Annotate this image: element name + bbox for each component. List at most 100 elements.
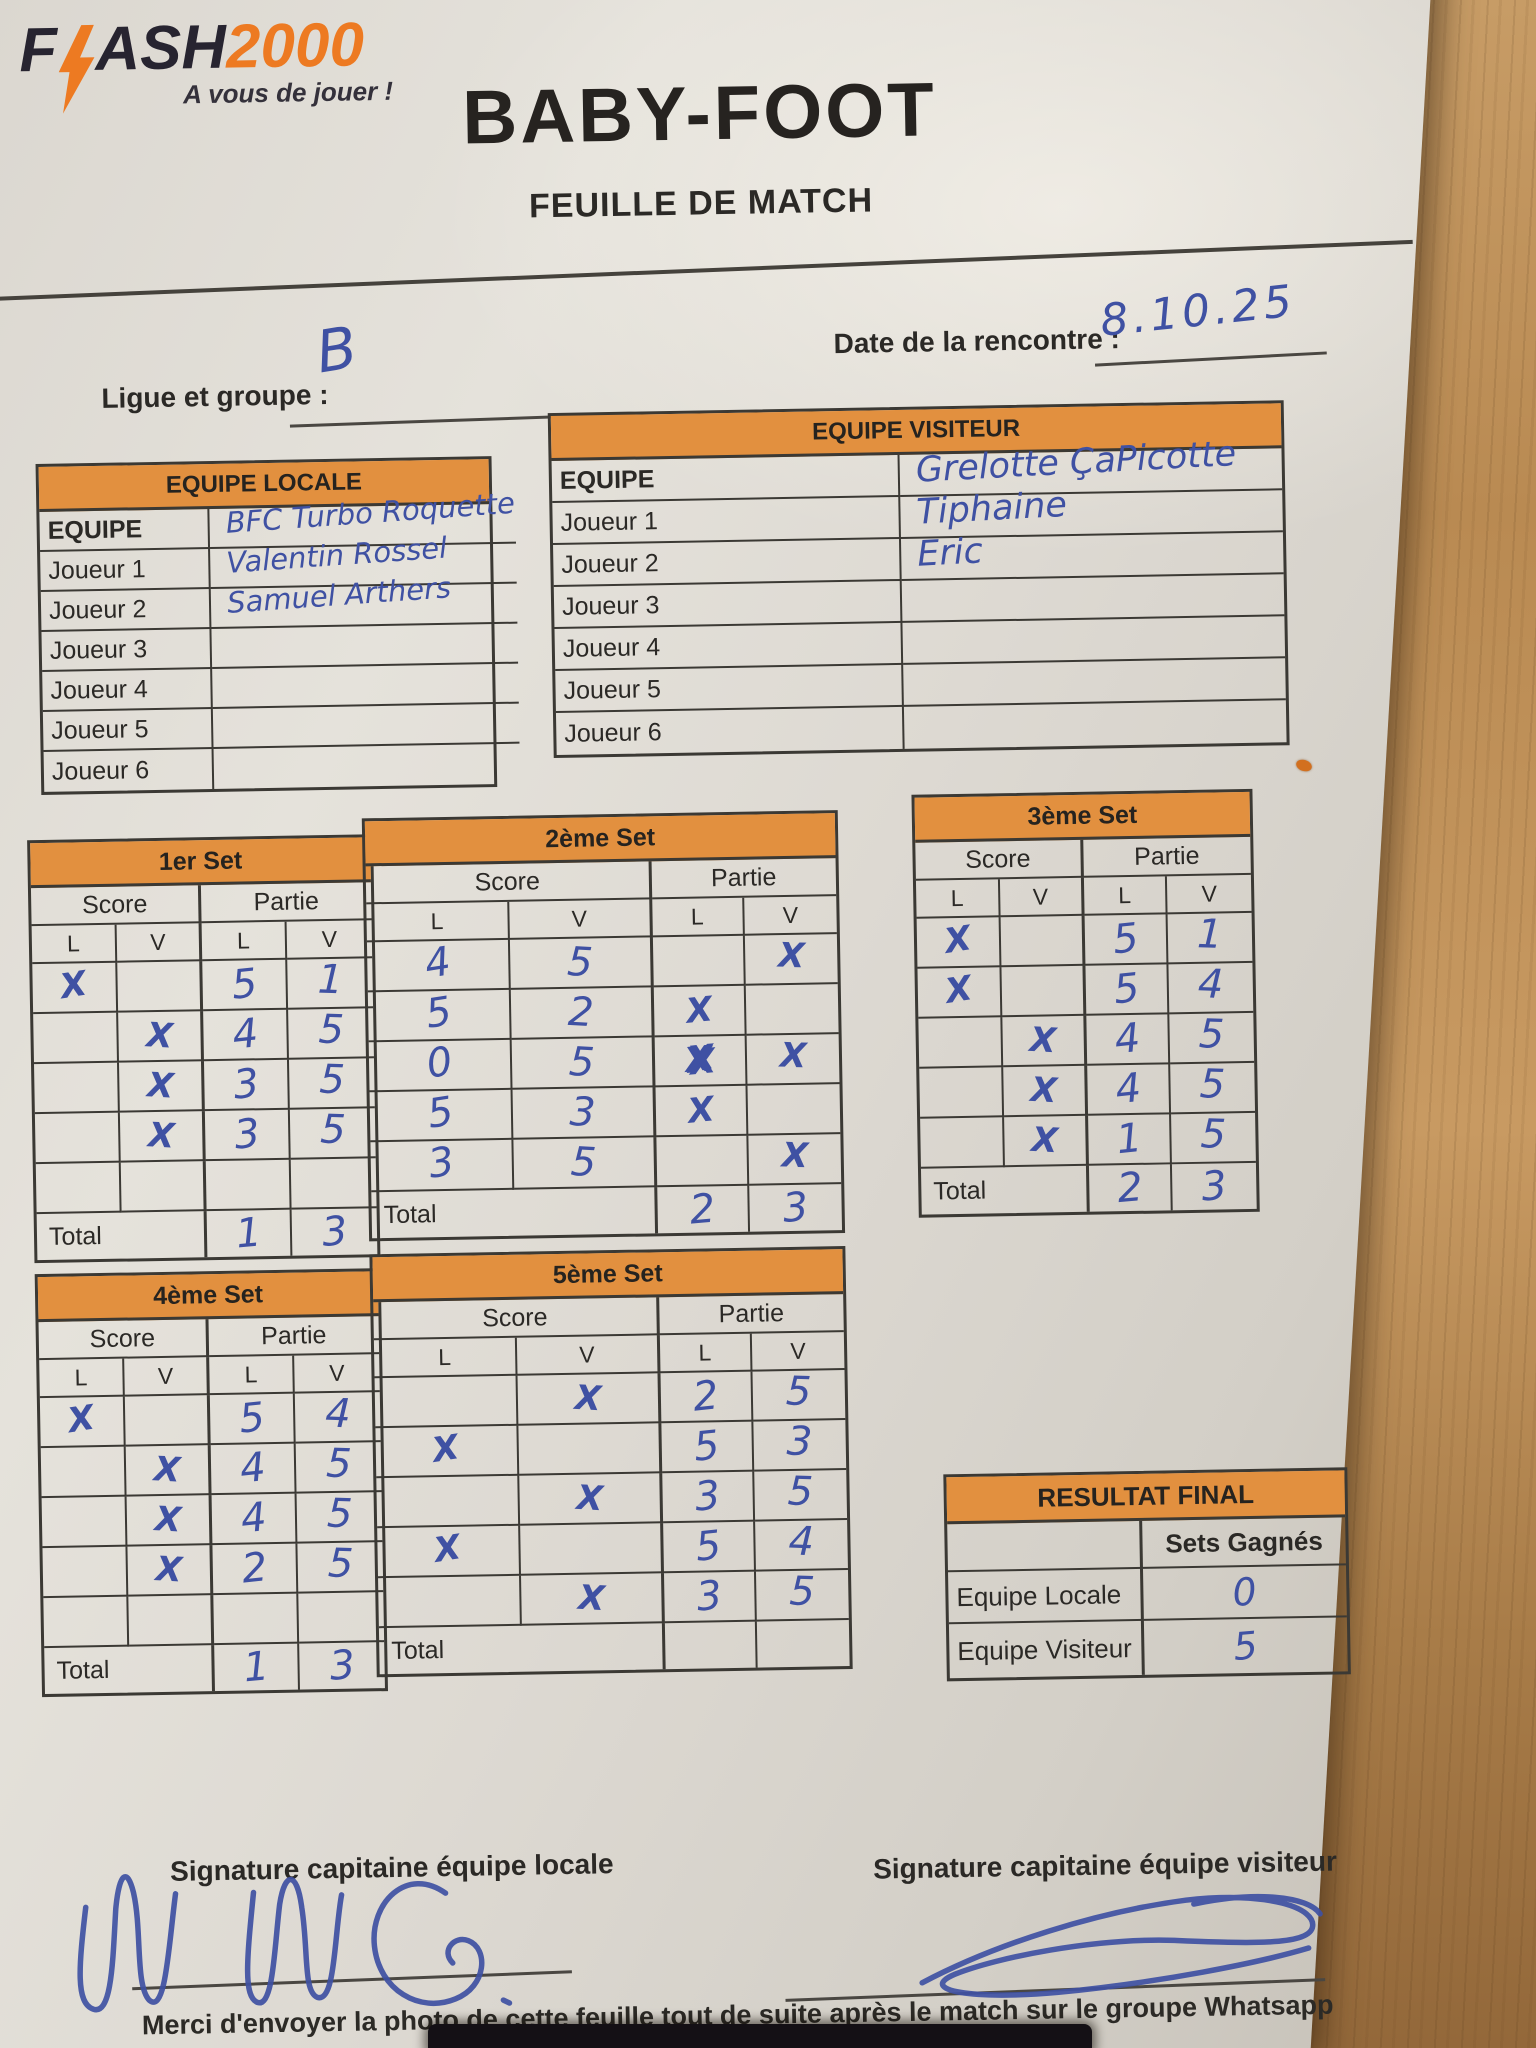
set-grid: Score Partie L V L V 4 5 X 5 2 X 0 5 X X 5 3 X 3 5 X Total 2 3 [365,858,842,1239]
handwritten-entry: X [147,1115,176,1157]
column-letter: L [31,924,118,965]
set-cell: X [32,962,119,1015]
sets-won-header: Sets Gagnés [1142,1517,1346,1569]
set-table-1: 1er Set Score Partie L V L V X 5 1 X 4 5 X 3 5 X 3 5 Total… [27,834,381,1264]
handwritten-entry: X [429,1427,462,1471]
set-cell [298,1592,385,1644]
handwritten-entry: 5 [317,1006,345,1054]
handwritten-entry: 1 [1196,911,1224,959]
column-letter: V [286,920,373,960]
team-row-label: Joueur 2 [40,588,212,632]
handwritten-entry: 1 [1113,1114,1144,1164]
set-cell: 5 [1169,1011,1255,1065]
handwritten-entry: X [431,1527,464,1571]
handwritten-entry: X [65,1397,98,1442]
set-cell: 5 [661,1421,755,1474]
total-label: Total [378,1623,666,1675]
set-cell: 1 [1167,911,1253,965]
set-table-5: 5ème Set Score Partie L V L V X 2 5 X 5 3 X 3 5 X 5 4 X 3 5 T… [369,1246,853,1678]
set-title: 4ème Set [37,1271,379,1323]
set-cell [376,1475,520,1529]
set-cell: 5 [288,1006,374,1060]
set-cell: 5 [754,1468,848,1522]
set-cell [35,1162,122,1215]
total-value: 1 [214,1643,300,1691]
set-title: 3ème Set [914,791,1251,843]
handwritten-entry: 2 [239,1544,270,1593]
set-cell: 5 [511,1037,656,1090]
team-row-value [212,663,519,709]
set-cell: 3 [370,1138,515,1193]
handwritten-entry: X [941,918,974,962]
set-cell [920,1117,1005,1169]
set-cell: 4 [1168,961,1254,1015]
group-header: Partie [651,858,837,900]
column-letter: L [209,1355,295,1396]
set-cell [33,1012,120,1065]
table-resultat-final: RESULTAT FINAL Sets Gagnés Equipe Locale… [943,1467,1351,1682]
set-cell [747,1084,841,1136]
handwritten-entry: 3 [230,1060,261,1109]
set-cell: X [520,1573,665,1626]
set-cell [1000,915,1085,968]
set-cell: 5 [1084,964,1170,1016]
handwritten-entry: 3 [568,1088,597,1137]
result-row-value: 0 [1142,1565,1347,1621]
set-cell: X [119,1111,206,1163]
handwritten-entry: 5 [1110,914,1141,964]
handwritten-entry: 5 [318,1056,346,1104]
set-title: 5ème Set [372,1249,844,1303]
set-title: 1er Set [30,837,371,889]
handwritten-entry: 5 [236,1394,267,1443]
set-cell [40,1446,127,1499]
set-cell: 1 [1087,1114,1173,1166]
handwritten-entry: X [573,1377,602,1420]
logo-year: 2000 [225,10,365,82]
handwritten-entry: 4 [788,1518,816,1566]
team-row-label: Joueur 1 [552,496,901,546]
set-cell: 5 [369,1088,514,1143]
set-cell: 5 [752,1368,846,1422]
total-value: 2 [1088,1164,1173,1213]
total-value: 2 [656,1185,750,1234]
handwritten-entry: 3 [694,1572,725,1621]
set-cell [745,984,839,1036]
handwritten-entry: X [685,1089,716,1132]
column-letter: L [201,921,288,962]
handwritten-entry: 2 [1115,1164,1145,1213]
handwritten-entry: 5 [569,1138,598,1187]
set-table-3: 3ème Set Score Partie L V L V X 5 1 X 5 4 X 4 5 X 4 5 X 1 5 T… [911,788,1260,1218]
set-cell: X [916,917,1002,969]
total-label: Total [371,1187,658,1239]
total-label: Total [36,1211,208,1261]
set-cell: 5 [513,1137,657,1190]
group-header: Partie [658,1294,844,1336]
set-cell: 5 [662,1521,756,1574]
column-letter: V [1167,874,1252,915]
date-value-handwritten: 8.10.25 [1097,275,1299,347]
set-cell: 5 [289,1107,376,1160]
group-header: Partie [208,1316,380,1358]
set-cell: X [744,934,838,986]
set-cell: 3 [663,1571,757,1624]
column-letter: V [116,923,203,963]
total-value: 3 [1172,1163,1257,1211]
group-header: Score [365,861,652,905]
team-row-label: Joueur 2 [553,538,902,588]
set-cell [41,1496,128,1549]
league-label: Ligue et groupe : [101,378,329,414]
total-value [664,1621,758,1670]
team-row-value [902,616,1286,665]
result-row-label: Equipe Locale [948,1568,1144,1625]
column-letter: L [366,901,510,943]
handwritten-entry: X [780,1135,809,1177]
table-equipe-locale: EQUIPE LOCALE EQUIPE BFC Turbo Roquette Jo… [35,456,520,795]
set-cell: 5 [202,959,289,1012]
lightning-bolt-icon [58,24,95,114]
set-cell [656,1135,750,1188]
handwritten-entry: X [57,963,90,1008]
set-grid: Score Partie L V L V X 5 1 X 5 4 X 4 5 X 4 5 X 1 5 Total 2 3 [915,836,1257,1215]
column-letter: V [751,1332,845,1372]
set-cell [378,1575,522,1629]
